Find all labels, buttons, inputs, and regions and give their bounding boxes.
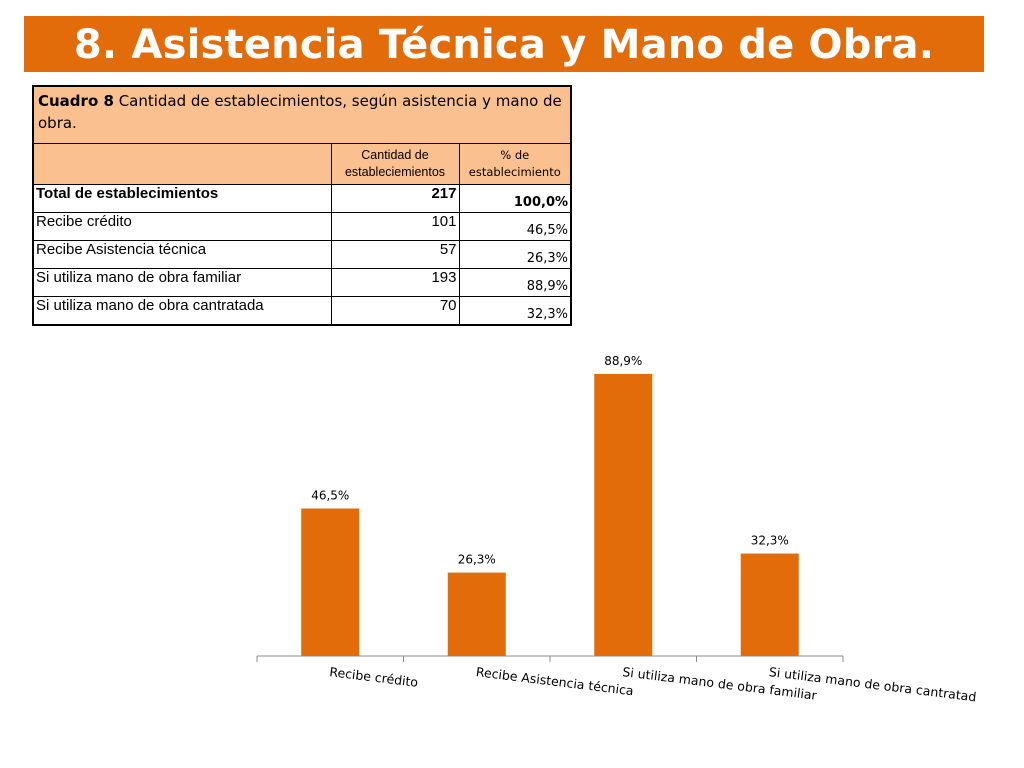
header-percent: % de establecimiento (458, 143, 572, 185)
table-header-row: Cantidad de estableciemientos % de estab… (32, 143, 572, 185)
row-count: 193 (330, 268, 460, 297)
header-count: Cantidad de estableciemientos (330, 143, 460, 185)
data-label: 32,3% (751, 534, 789, 548)
table-row: Recibe Asistencia técnica 57 26,3% (32, 240, 572, 269)
row-label: Si utiliza mano de obra familiar (32, 268, 332, 297)
data-label: 88,9% (604, 354, 642, 368)
table-caption-number: Cuadro 8 (38, 92, 114, 110)
row-count: 70 (330, 296, 460, 326)
page-title: 8. Asistencia Técnica y Mano de Obra. (73, 22, 935, 68)
bar (740, 553, 799, 656)
row-percent: 88,9% (458, 268, 572, 297)
row-label: Si utiliza mano de obra cantratada (32, 296, 332, 326)
row-label: Recibe crédito (32, 212, 332, 241)
row-percent: 32,3% (458, 296, 572, 326)
header-empty (32, 143, 332, 185)
title-bar: 8. Asistencia Técnica y Mano de Obra. (24, 16, 984, 72)
row-count: 57 (330, 240, 460, 269)
row-percent: 26,3% (458, 240, 572, 269)
data-label: 46,5% (311, 488, 349, 502)
row-label: Total de establecimientos (32, 184, 332, 213)
bar (447, 572, 506, 656)
category-label: Recibe crédito (329, 664, 419, 690)
table-caption-text: Cantidad de establecimientos, según asis… (38, 92, 562, 132)
bar (594, 374, 653, 656)
table-row: Si utiliza mano de obra familiar 193 88,… (32, 268, 572, 297)
table-row: Total de establecimientos 217 100,0% (32, 184, 572, 213)
category-label: Recibe Asistencia técnica (475, 664, 634, 698)
data-table: Cuadro 8 Cantidad de establecimientos, s… (32, 85, 573, 326)
table-row: Si utiliza mano de obra cantratada 70 32… (32, 296, 572, 326)
row-percent: 46,5% (458, 212, 572, 241)
row-count: 217 (330, 184, 460, 213)
bar (301, 508, 360, 656)
data-label: 26,3% (458, 553, 496, 567)
table-row: Recibe crédito 101 46,5% (32, 212, 572, 241)
row-label: Recibe Asistencia técnica (32, 240, 332, 269)
